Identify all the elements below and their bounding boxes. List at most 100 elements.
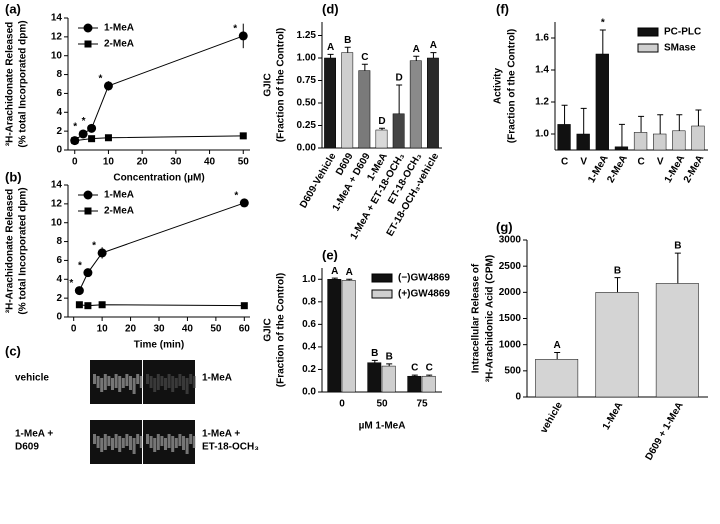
error-bar (554, 352, 561, 360)
stain (185, 378, 189, 394)
y-axis-label: Intracellular Release of (471, 263, 482, 373)
stain (174, 438, 178, 448)
error-bar (327, 53, 334, 58)
stain (174, 378, 178, 388)
x-tick-label: 0 (71, 324, 77, 335)
stain (132, 378, 136, 394)
error-bar (371, 359, 378, 363)
y-tick-label: 0.00 (297, 143, 317, 154)
point (78, 129, 88, 139)
x-tick-label: 30 (153, 324, 165, 335)
x-axis-label: Time (min) (134, 340, 184, 351)
group-letter: B (386, 351, 393, 362)
stain (96, 376, 100, 388)
group-letter: B (614, 265, 621, 276)
y-tick-label: 0.50 (297, 98, 317, 109)
stain (100, 378, 104, 392)
bar (324, 57, 336, 149)
point (83, 268, 93, 278)
x-tick-label: 40 (204, 157, 216, 168)
y-axis-label: (Fraction of the Control) (276, 28, 287, 142)
significance-mark: * (98, 74, 102, 85)
error-bar (413, 55, 420, 61)
x-tick-label: 40 (182, 324, 194, 335)
stain (153, 378, 157, 392)
stain (121, 438, 125, 448)
legend-label: 2-MeA (104, 39, 134, 50)
y-tick-label: 1.25 (297, 30, 317, 41)
bar (633, 132, 648, 151)
group-letter: A (413, 44, 420, 55)
legend-swatch (371, 273, 393, 283)
y-tick-label: 1.00 (297, 53, 317, 64)
bar (691, 125, 705, 151)
y-tick-label: 14 (51, 180, 63, 191)
stain (182, 436, 185, 450)
bar (358, 70, 371, 149)
significance-mark: * (82, 116, 86, 127)
group-letter: B (371, 348, 378, 359)
x-tick-label: 50 (210, 324, 222, 335)
y-tick-label: 1.0 (535, 129, 549, 140)
stain (192, 376, 196, 388)
stain (192, 436, 196, 448)
bar (341, 280, 356, 393)
stain (139, 436, 143, 448)
bar (327, 279, 342, 393)
legend-label: 1-MeA (104, 190, 134, 201)
image-label: 1-MeA + (15, 429, 53, 440)
legend-label: (−)GW4869 (398, 273, 450, 284)
image-label: 1-MeA (202, 373, 232, 384)
point (88, 135, 96, 143)
legend-label: SMase (664, 43, 696, 54)
group-letter: * (601, 18, 605, 29)
series-line (78, 202, 245, 291)
error-bar (344, 46, 351, 53)
bar (653, 133, 667, 151)
stain (167, 374, 171, 388)
bar (595, 53, 609, 151)
panel-label: (e) (322, 247, 338, 262)
stain (93, 374, 96, 384)
point (75, 301, 83, 309)
error-bar (426, 374, 433, 377)
significance-mark: * (234, 191, 238, 202)
x-tick-label: 75 (416, 399, 428, 410)
y-tick-label: 500 (504, 365, 521, 376)
error-bar (674, 252, 681, 284)
bar (367, 362, 382, 393)
significance-mark: * (73, 122, 77, 133)
significance-mark: * (69, 278, 73, 289)
y-tick-label: 6 (56, 255, 62, 266)
x-tick-label: 50 (376, 399, 388, 410)
y-axis-label: GJIC (263, 73, 274, 96)
legend-label: 1-MeA (104, 23, 134, 34)
group-letter: C (361, 52, 368, 63)
legend-label: 2-MeA (104, 206, 134, 217)
y-tick-label: 1.6 (535, 33, 549, 44)
group-letter: A (554, 340, 561, 351)
point (84, 207, 92, 215)
y-axis-label: GJIC (263, 318, 274, 341)
point (74, 286, 84, 296)
y-tick-label: 0 (56, 145, 62, 156)
stain (167, 434, 171, 448)
stain (103, 374, 107, 390)
stain (164, 378, 167, 390)
group-letter: C (411, 363, 418, 374)
y-axis-label: (% total Incorporated dpm) (18, 187, 29, 314)
y-tick-label: 3000 (499, 235, 522, 246)
stain (146, 434, 149, 444)
y-tick-label: 0.8 (302, 296, 316, 307)
stain (100, 438, 104, 452)
error-bar (561, 104, 568, 125)
bar (375, 129, 388, 149)
stain (93, 434, 96, 444)
x-tick-label: 60 (239, 324, 251, 335)
image-label: ET-18-OCH₃ (202, 442, 259, 453)
stain (146, 374, 149, 384)
stain (103, 434, 107, 450)
series-line (79, 304, 245, 307)
x-tick-label: 20 (137, 157, 149, 168)
group-letter: A (430, 40, 437, 51)
